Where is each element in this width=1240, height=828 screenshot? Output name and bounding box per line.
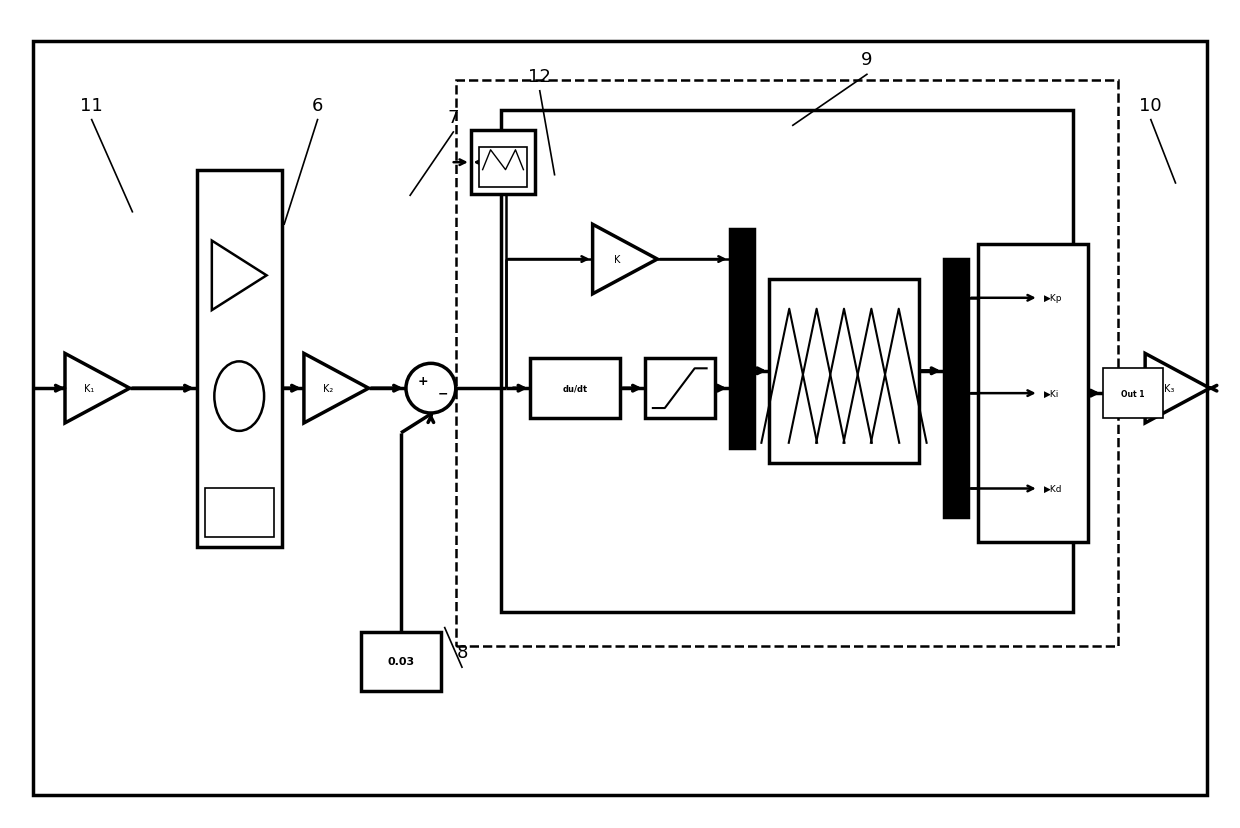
Text: K₃: K₃ [1164, 383, 1174, 393]
Bar [645, 359, 714, 418]
Text: −: − [438, 388, 448, 400]
Text: 9: 9 [861, 51, 873, 70]
Text: ▶Kd: ▶Kd [1044, 484, 1063, 493]
Text: ▶Kp: ▶Kp [1044, 294, 1063, 303]
Text: 0.03: 0.03 [387, 657, 414, 667]
Bar [1102, 368, 1163, 418]
Bar [978, 245, 1087, 542]
Bar [361, 632, 440, 691]
Circle shape [405, 363, 456, 413]
Text: du/dt: du/dt [563, 384, 588, 393]
Bar [531, 359, 620, 418]
Bar [501, 111, 1073, 612]
Bar [479, 147, 527, 187]
Text: ▶Ki: ▶Ki [1044, 389, 1059, 398]
Bar [729, 230, 754, 448]
Text: K₂: K₂ [324, 383, 334, 393]
Text: 11: 11 [81, 97, 103, 114]
Text: 12: 12 [528, 68, 552, 86]
Bar [456, 81, 1117, 647]
Bar [471, 131, 536, 195]
Text: Out 1: Out 1 [1121, 389, 1145, 398]
Text: +: + [418, 374, 428, 388]
Text: K₁: K₁ [84, 383, 94, 393]
Bar [944, 260, 968, 518]
Text: 10: 10 [1140, 97, 1162, 114]
Text: K: K [614, 255, 620, 265]
Text: 6: 6 [312, 97, 324, 114]
Bar [769, 280, 919, 463]
Bar [205, 488, 274, 537]
Text: 8: 8 [456, 643, 467, 662]
Bar [197, 171, 281, 547]
Text: 7: 7 [448, 109, 459, 127]
